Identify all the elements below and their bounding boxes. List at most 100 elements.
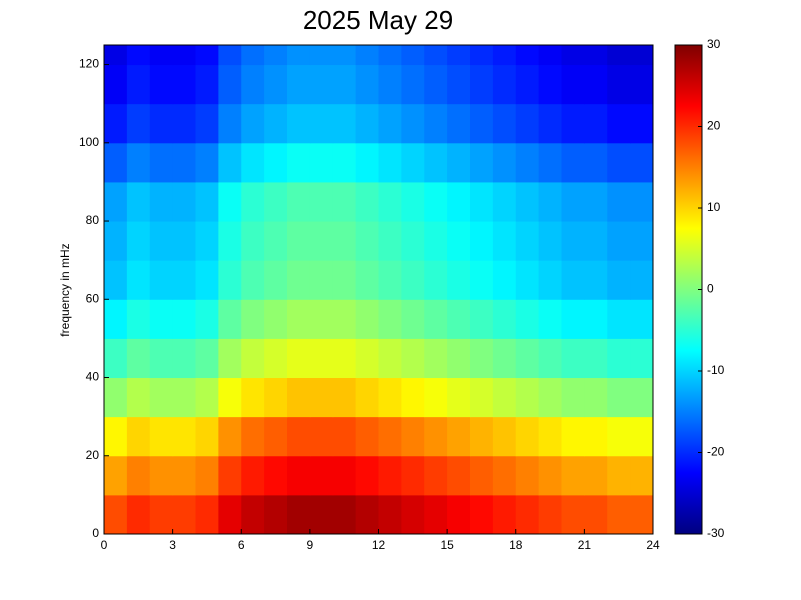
heatmap-cell: [424, 45, 448, 66]
heatmap-cell: [584, 64, 608, 105]
heatmap-cell: [332, 338, 357, 379]
heatmap-cell: [515, 416, 540, 457]
heatmap-cell: [378, 45, 402, 66]
heatmap-cell: [378, 494, 402, 535]
heatmap-cell: [355, 64, 379, 105]
x-tick-label: 9: [307, 538, 314, 552]
heatmap-cell: [218, 260, 242, 300]
heatmap-cell: [332, 455, 357, 496]
heatmap-cell: [241, 181, 265, 222]
heatmap-cell: [561, 103, 585, 144]
heatmap-cell: [195, 103, 219, 144]
heatmap-cell: [309, 455, 334, 496]
heatmap-cell: [424, 64, 448, 105]
heatmap-cell: [149, 181, 174, 222]
heatmap-cell: [378, 299, 402, 339]
heatmap-cell: [195, 338, 219, 379]
heatmap-cell: [309, 260, 334, 300]
heatmap-cell: [538, 338, 562, 379]
heatmap-cell: [264, 338, 288, 379]
heatmap-cell: [607, 455, 631, 496]
heatmap-cell: [332, 260, 357, 300]
heatmap-cell: [607, 416, 631, 457]
heatmap-cell: [447, 494, 471, 535]
heatmap-cell: [241, 455, 265, 496]
heatmap-cell: [149, 377, 174, 418]
heatmap-cell: [309, 45, 334, 66]
heatmap-cell: [378, 260, 402, 300]
heatmap-cell: [149, 142, 174, 183]
colorbar-tick-label: 10: [707, 200, 721, 214]
colorbar-tick-label: 30: [707, 37, 721, 51]
heatmap-cell: [309, 64, 334, 105]
heatmap-cell: [378, 221, 402, 261]
colorbar-tick-label: 0: [707, 282, 714, 296]
heatmap-cell: [447, 260, 471, 300]
heatmap-cell: [172, 142, 196, 183]
heatmap-cell: [172, 181, 196, 222]
heatmap-cell: [470, 338, 494, 379]
heatmap-cell: [492, 338, 517, 379]
heatmap-cell: [264, 181, 288, 222]
heatmap-cell: [378, 64, 402, 105]
heatmap-cell: [607, 181, 631, 222]
heatmap-cell: [470, 221, 494, 261]
heatmap-cell: [218, 416, 242, 457]
heatmap-cell: [492, 64, 517, 105]
heatmap-cell: [538, 494, 562, 535]
heatmap-cell: [607, 377, 631, 418]
heatmap-cell: [104, 377, 128, 418]
heatmap-cell: [401, 64, 425, 105]
heatmap-cell: [218, 103, 242, 144]
heatmap-cell: [218, 45, 242, 66]
heatmap-cell: [149, 416, 174, 457]
heatmap-cell: [195, 299, 219, 339]
heatmap-cell: [241, 103, 265, 144]
heatmap-cell: [264, 377, 288, 418]
heatmap-cell: [538, 416, 562, 457]
heatmap-cell: [561, 299, 585, 339]
heatmap-cell: [561, 377, 585, 418]
heatmap-cell: [104, 494, 128, 535]
y-tick-label: 120: [79, 57, 99, 71]
heatmap-cell: [470, 142, 494, 183]
heatmap-cell: [424, 377, 448, 418]
heatmap-cell: [424, 299, 448, 339]
heatmap-cell: [401, 494, 425, 535]
heatmap-cell: [561, 338, 585, 379]
heatmap-cell: [126, 455, 151, 496]
heatmap-cell: [195, 377, 219, 418]
heatmap-cell: [241, 416, 265, 457]
heatmap-cell: [538, 221, 562, 261]
heatmap-cell: [470, 260, 494, 300]
heatmap-cell: [378, 416, 402, 457]
heatmap-cell: [218, 377, 242, 418]
heatmap-cell: [264, 299, 288, 339]
heatmap-cell: [332, 64, 357, 105]
heatmap-cell: [264, 142, 288, 183]
heatmap-cell: [126, 416, 151, 457]
colorbar-tick-label: -10: [707, 363, 725, 377]
heatmap-cell: [126, 494, 151, 535]
heatmap-cell: [515, 64, 540, 105]
heatmap-cell: [332, 416, 357, 457]
heatmap-cell: [378, 338, 402, 379]
heatmap-cell: [424, 455, 448, 496]
heatmap-cell: [401, 142, 425, 183]
heatmap-cell: [607, 338, 631, 379]
colorbar: [674, 44, 703, 535]
heatmap-cell: [447, 142, 471, 183]
heatmap-cell: [424, 416, 448, 457]
heatmap-cell: [104, 103, 128, 144]
heatmap-cell: [264, 416, 288, 457]
heatmap-cell: [492, 103, 517, 144]
heatmap-cell: [401, 416, 425, 457]
heatmap-cell: [195, 45, 219, 66]
heatmap-cell: [378, 142, 402, 183]
heatmap-cell: [332, 377, 357, 418]
heatmap-cell: [241, 338, 265, 379]
heatmap-cell: [378, 455, 402, 496]
heatmap-cell: [172, 64, 196, 105]
heatmap-cell: [584, 455, 608, 496]
